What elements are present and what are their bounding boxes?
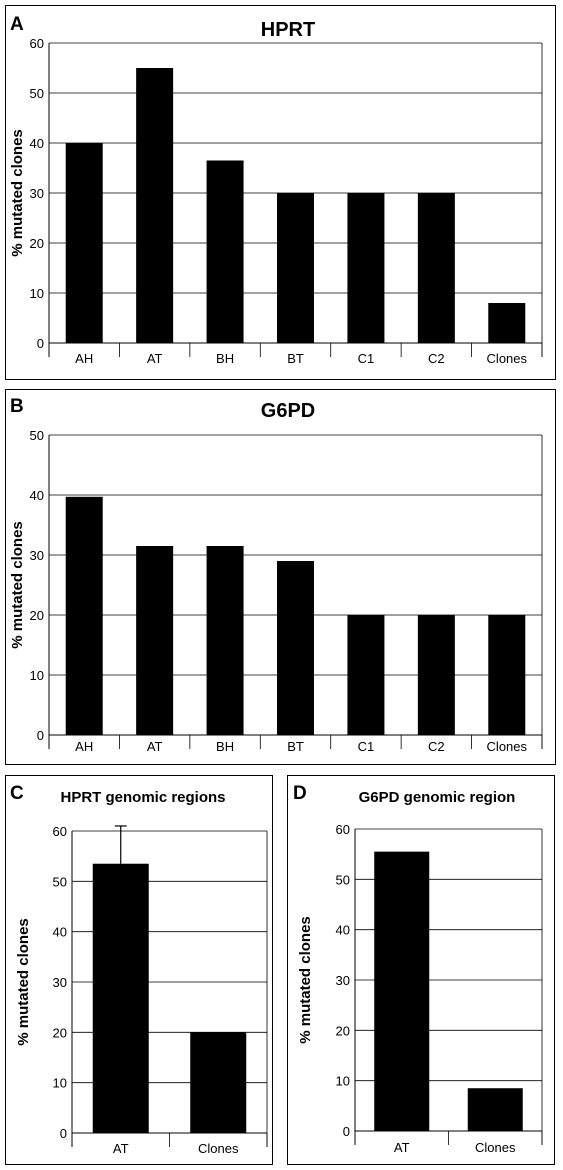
panel-letter-b: B — [10, 396, 24, 417]
y-tick-label: 0 — [343, 1124, 350, 1139]
x-tick-label: C1 — [358, 739, 375, 754]
y-tick-label: 30 — [30, 548, 44, 563]
bar-bh — [206, 160, 244, 343]
panel-letter-d: D — [293, 783, 307, 804]
y-tick-label: 50 — [30, 428, 44, 443]
panel-letter-a: A — [10, 14, 24, 35]
y-tick-label: 60 — [336, 822, 350, 837]
bar-at — [92, 863, 149, 1133]
x-tick-label: C2 — [428, 351, 445, 366]
x-tick-label: Clones — [487, 739, 528, 754]
y-tick-label: 20 — [336, 1023, 350, 1038]
bar-bt — [277, 561, 314, 735]
x-tick-label: BH — [216, 351, 234, 366]
x-tick-label: AH — [75, 739, 93, 754]
panel-letter-c: C — [10, 783, 24, 804]
bar-c2 — [417, 193, 455, 343]
chart-panel-b: B G6PD 0 10 20 30 40 50 AH AT BH BT C1 C2 Clones % muta… — [5, 389, 556, 765]
bar-c1 — [347, 615, 385, 735]
chart-title: G6PD genomic region — [359, 789, 516, 806]
y-axis-label: % mutated clones — [9, 521, 26, 649]
y-tick-label: 40 — [53, 925, 67, 940]
x-tick-label: C2 — [428, 739, 445, 754]
chart-d-svg: D G6PD genomic region 0 10 20 30 40 50 60 AT Clone… — [293, 783, 543, 1155]
chart-title: HPRT — [261, 19, 315, 41]
y-tick-label: 10 — [30, 668, 44, 683]
bar-clones — [488, 303, 526, 343]
x-tick-label: BT — [287, 739, 304, 754]
bar-at — [136, 546, 174, 735]
y-tick-label: 30 — [53, 975, 67, 990]
bar-ah — [65, 143, 103, 343]
bar-at — [374, 851, 430, 1131]
y-tick-label: 10 — [53, 1076, 67, 1091]
chart-panel-c: C HPRT genomic regions 0 10 20 30 40 50 60 AT Clon… — [5, 775, 273, 1165]
x-tick-label: BT — [287, 351, 304, 366]
y-tick-label: 0 — [37, 336, 44, 351]
y-tick-label: 10 — [336, 1074, 350, 1089]
y-tick-label: 0 — [60, 1126, 67, 1141]
bar-bh — [206, 546, 244, 735]
y-tick-label: 60 — [53, 824, 67, 839]
bar-bt — [277, 193, 314, 343]
bar-clones — [488, 615, 526, 735]
y-tick-label: 40 — [30, 488, 44, 503]
y-tick-label: 50 — [53, 874, 67, 889]
x-tick-label: BH — [216, 739, 234, 754]
y-tick-label: 40 — [30, 136, 44, 151]
y-tick-label: 20 — [30, 236, 44, 251]
y-axis-label: % mutated clones — [9, 129, 26, 257]
bar-at — [136, 68, 174, 343]
x-tick-label: AT — [394, 1140, 410, 1155]
x-tick-label: Clones — [475, 1140, 516, 1155]
y-axis-label: % mutated clones — [15, 918, 32, 1046]
chart-a-svg: A HPRT 0 10 20 30 40 50 60 AH AT BH BT C1 C2 Clones % mu… — [9, 14, 543, 366]
chart-panel-d: D G6PD genomic region 0 10 20 30 40 50 60 AT Clone… — [287, 775, 555, 1165]
bar-c1 — [347, 193, 385, 343]
x-tick-label: AT — [147, 739, 163, 754]
x-tick-label: AT — [113, 1141, 129, 1156]
y-axis-label: % mutated clones — [297, 916, 314, 1044]
chart-panel-a: A HPRT 0 10 20 30 40 50 60 AH AT BH BT C1 C2 Clones % mu… — [5, 5, 556, 380]
y-tick-label: 50 — [30, 86, 44, 101]
x-tick-label: AH — [75, 351, 93, 366]
x-tick-label: AT — [147, 351, 163, 366]
bar-clones — [190, 1032, 247, 1133]
y-tick-label: 0 — [37, 728, 44, 743]
bar-clones — [467, 1088, 523, 1131]
y-tick-label: 50 — [336, 872, 350, 887]
x-tick-label: C1 — [358, 351, 375, 366]
y-tick-label: 10 — [30, 286, 44, 301]
y-tick-label: 40 — [336, 923, 350, 938]
x-tick-label: Clones — [198, 1141, 239, 1156]
chart-title: HPRT genomic regions — [60, 789, 225, 806]
y-tick-label: 20 — [53, 1025, 67, 1040]
x-tick-label: Clones — [487, 351, 528, 366]
y-tick-label: 60 — [30, 36, 44, 51]
bar-c2 — [417, 615, 455, 735]
chart-title: G6PD — [261, 400, 315, 422]
chart-b-svg: B G6PD 0 10 20 30 40 50 AH AT BH BT C1 C2 Clones % muta… — [9, 396, 543, 754]
y-tick-label: 30 — [30, 186, 44, 201]
bar-ah — [65, 496, 103, 735]
chart-c-svg: C HPRT genomic regions 0 10 20 30 40 50 60 AT Clon… — [10, 783, 268, 1156]
y-tick-label: 20 — [30, 608, 44, 623]
y-tick-label: 30 — [336, 973, 350, 988]
